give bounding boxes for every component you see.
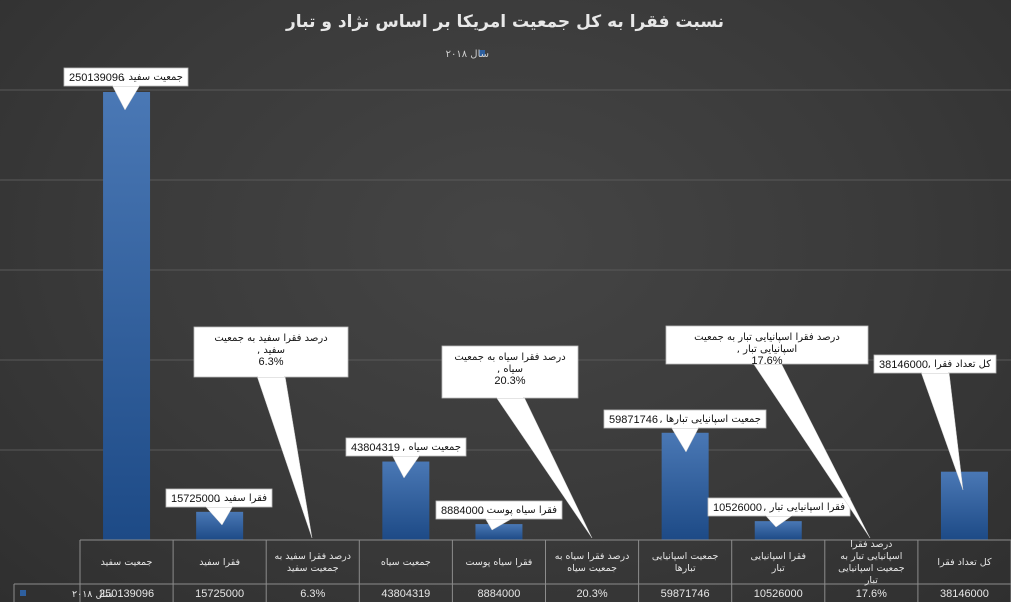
chart-header: نسبت فقرا به کل جمعیت امریکا بر اساس نژا…	[285, 12, 724, 60]
callout-value: 20.3%	[494, 375, 525, 387]
table-category-label: فقرا سیاه پوست	[466, 557, 533, 568]
data-label: 10526000 فقرا اسپانیایی تبار ,	[707, 497, 851, 528]
bar	[940, 471, 988, 540]
table-value: 250139096	[99, 588, 154, 600]
table-category-label: فقرا سفید	[199, 557, 240, 568]
table-legend-swatch	[20, 590, 26, 596]
table-category-label: تبار	[864, 575, 878, 586]
callout-name: فقرا اسپانیایی تبار ,	[763, 502, 845, 513]
table-value: 15725000	[195, 588, 244, 600]
legend-swatch	[479, 50, 485, 56]
data-label: 38146000 کل تعداد فقرا ,	[873, 354, 997, 491]
chart-title: نسبت فقرا به کل جمعیت امریکا بر اساس نژا…	[285, 12, 724, 32]
callout-seam	[497, 396, 523, 398]
table-value: 8884000	[478, 588, 521, 600]
table-category-label: فقرا اسپانیایی	[750, 551, 806, 562]
callout-name: سیاه ,	[497, 364, 523, 375]
callout-name: فقرا سیاه پوست ,	[480, 505, 557, 516]
data-label: 59871746 جمعیت اسپانیایی تبارها ,	[603, 409, 767, 453]
table-category-label: تبارها	[675, 563, 696, 574]
callout-name: کل تعداد فقرا ,	[928, 359, 992, 370]
callout-seam	[766, 514, 792, 516]
bar	[475, 524, 523, 540]
bar	[754, 521, 802, 540]
table-value: 38146000	[940, 588, 989, 600]
data-label: درصد فقرا اسپانیایی تبار به جمعیتاسپانیا…	[665, 325, 871, 539]
callout-seam	[486, 517, 512, 519]
callout-value: 17.6%	[751, 355, 782, 367]
callout-value: 38146000	[879, 359, 928, 371]
table-value: 17.6%	[856, 588, 887, 600]
callout-name: اسپانیایی تبار ,	[737, 344, 797, 355]
callout-value: 15725000	[171, 493, 220, 505]
data-table: سال ۲۰۱۸ جمعیت سفید 250139096 فقرا سفید 1572…	[13, 539, 1011, 602]
callout-pointer	[256, 375, 313, 539]
table-category-label: درصد فقرا	[850, 539, 892, 550]
callout-value: 250139096	[69, 72, 124, 84]
callout-value: 6.3%	[258, 356, 283, 368]
callout-name: درصد فقرا سفید به جمعیت	[214, 333, 327, 344]
table-category-label: درصد فقرا سفید به	[274, 551, 351, 562]
callout-name: جمعیت اسپانیایی تبارها ,	[659, 414, 761, 425]
table-value: 10526000	[754, 588, 803, 600]
callout-seam	[206, 505, 232, 507]
callout-value: 8884000	[441, 505, 484, 517]
callout-name: سفید ,	[257, 345, 285, 356]
callout-name: درصد فقرا سیاه به جمعیت	[454, 352, 565, 363]
callout-seam	[672, 426, 698, 428]
table-series-name: سال ۲۰۱۸	[72, 589, 113, 600]
table-value: 43804319	[381, 588, 430, 600]
callout-value: 59871746	[609, 414, 658, 426]
callout-seam	[922, 371, 948, 373]
table-value: 59871746	[661, 588, 710, 600]
bars	[103, 92, 988, 540]
table-category-label: اسپانیایی تبار به	[840, 551, 902, 562]
table-category-label: کل تعداد فقرا	[937, 557, 992, 568]
callout-seam	[754, 362, 780, 364]
callout-box	[441, 345, 579, 399]
table-category-label: جمعیت اسپانیایی	[838, 563, 905, 574]
table-category-label: تبار	[771, 563, 785, 574]
table-category-label: جمعیت سیاه	[381, 557, 431, 568]
table-value: 6.3%	[300, 588, 325, 600]
callout-name: جمعیت سیاه ,	[402, 442, 461, 453]
table-value: 20.3%	[576, 588, 607, 600]
callout-name: فقرا سفید ,	[218, 493, 268, 504]
callout-name: درصد فقرا اسپانیایی تبار به جمعیت	[694, 332, 840, 343]
table-category-label: درصد فقرا سیاه به	[555, 551, 630, 562]
table-category-label: جمعیت سفید	[287, 563, 339, 574]
table-category-label: جمعیت اسپانیایی	[652, 551, 719, 562]
callout-value: 43804319	[351, 442, 400, 454]
callout-value: 10526000	[713, 502, 762, 514]
callout-seam	[258, 375, 284, 377]
data-label: 43804319 جمعیت سیاه ,	[345, 437, 467, 479]
callout-seam	[113, 84, 139, 86]
callout-name: جمعیت سفید ,	[122, 72, 183, 83]
callout-seam	[393, 454, 419, 456]
bar	[103, 92, 151, 540]
legend-label: سال ۲۰۱۸	[446, 49, 489, 60]
table-category-label: جمعیت سفید	[101, 557, 153, 568]
table-category-label: جمعیت سیاه	[567, 563, 617, 574]
callout-box	[193, 326, 349, 378]
